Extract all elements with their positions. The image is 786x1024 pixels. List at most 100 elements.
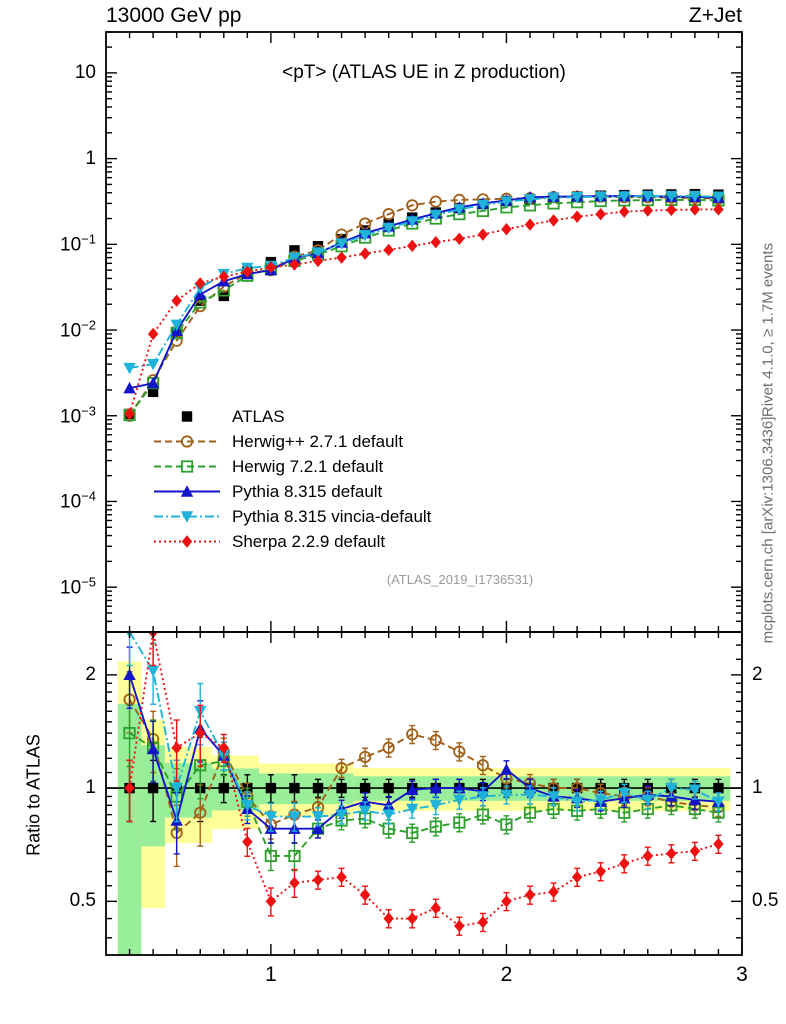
main-y-tick-label: 10−4 xyxy=(60,488,96,514)
legend-item-2[interactable]: Herwig 7.2.1 default xyxy=(150,454,431,479)
data-point xyxy=(358,795,372,807)
main-series-atlas xyxy=(124,188,724,420)
legend-label: ATLAS xyxy=(232,406,285,426)
data-point xyxy=(454,919,465,933)
data-point xyxy=(641,794,654,807)
x-tick-label: 2 xyxy=(500,963,513,986)
data-point xyxy=(194,806,207,819)
data-point xyxy=(383,782,394,794)
data-point xyxy=(429,820,442,833)
data-point xyxy=(712,796,725,808)
x-ticks-632 xyxy=(128,632,743,955)
data-point xyxy=(523,789,537,801)
series-line xyxy=(128,198,719,416)
data-point xyxy=(312,873,324,887)
main-series-sherpa-2-2-9-default xyxy=(124,203,724,421)
data-point xyxy=(382,741,395,754)
data-point xyxy=(382,208,395,221)
data-point xyxy=(570,191,584,204)
data-point xyxy=(383,243,394,257)
data-point xyxy=(713,203,724,216)
main-y-tick-label: 10−3 xyxy=(60,403,96,428)
header-right-label: Z+Jet xyxy=(688,4,742,27)
main-y-ticks xyxy=(106,31,742,633)
legend: ATLAS Herwig++ 2.7.1 default Herwig 7.2.1 … xyxy=(150,404,431,554)
series-line xyxy=(129,732,719,857)
data-point xyxy=(289,876,300,890)
data-point xyxy=(547,791,560,803)
data-point xyxy=(170,782,183,795)
data-point xyxy=(288,849,301,863)
data-point xyxy=(594,794,607,807)
data-point xyxy=(453,781,466,794)
legend-item-4[interactable]: Pythia 8.315 vincia-default xyxy=(150,504,431,529)
ratio-panel-frame xyxy=(105,631,743,956)
legend-item-5[interactable]: Sherpa 2.2.9 default xyxy=(150,529,431,554)
legend-marker xyxy=(181,535,193,548)
data-point xyxy=(359,247,371,260)
data-point xyxy=(241,800,254,812)
legend-item-1[interactable]: Herwig++ 2.7.1 default xyxy=(150,429,431,454)
data-point xyxy=(713,837,724,851)
legend-key-square-icon xyxy=(150,404,224,429)
data-point xyxy=(218,782,229,794)
data-point xyxy=(501,895,512,908)
data-point xyxy=(571,210,583,223)
header-left-label: 13000 GeV pp xyxy=(106,4,242,27)
data-point xyxy=(666,847,677,860)
data-point xyxy=(429,209,442,222)
x-ticks-32 xyxy=(128,32,743,632)
data-point xyxy=(548,885,559,899)
data-point xyxy=(407,239,418,253)
legend-key-circle-open-icon xyxy=(150,429,224,454)
data-point xyxy=(265,782,277,794)
data-point xyxy=(429,195,442,208)
mcplots-credit-label: mcplots.cern.ch [arXiv:1306.3436] xyxy=(759,416,777,644)
legend-item-0[interactable]: ATLAS xyxy=(150,404,431,429)
ratio-y-tick-label-right: 1 xyxy=(752,777,763,799)
data-point xyxy=(430,901,441,915)
data-point xyxy=(713,782,724,794)
data-point xyxy=(665,782,678,795)
data-point xyxy=(123,381,136,394)
data-point xyxy=(523,194,537,206)
data-point xyxy=(288,811,301,823)
legend-marker xyxy=(181,411,193,422)
data-point xyxy=(476,791,490,803)
data-point xyxy=(359,782,371,794)
data-point xyxy=(594,191,607,203)
data-point xyxy=(382,222,395,235)
data-point xyxy=(641,190,654,203)
legend-label: Herwig++ 2.7.1 default xyxy=(232,431,404,451)
legend-key-triangle-up-icon xyxy=(150,479,224,504)
legend-marker xyxy=(180,460,194,473)
data-point xyxy=(429,781,442,794)
data-point xyxy=(429,800,442,812)
data-point xyxy=(123,727,136,740)
ratio-y-tick-label-right: 0.5 xyxy=(752,890,779,912)
legend-key-diamond-icon xyxy=(150,529,224,554)
data-point xyxy=(358,805,372,818)
analysis-id-watermark: (ATLAS_2019_I1736531) xyxy=(386,572,534,587)
data-point xyxy=(359,888,371,902)
legend-label: Sherpa 2.2.9 default xyxy=(232,531,386,551)
data-point xyxy=(406,216,419,228)
data-point xyxy=(477,228,489,241)
data-point xyxy=(642,849,653,863)
data-point xyxy=(147,782,159,794)
series-line xyxy=(128,208,719,415)
data-point xyxy=(265,895,277,908)
ratio-axis-label: Ratio to ATLAS xyxy=(23,734,44,856)
data-point xyxy=(264,849,277,863)
legend-item-3[interactable]: Pythia 8.315 default xyxy=(150,479,431,504)
series-line xyxy=(128,674,719,830)
series-line xyxy=(128,195,719,417)
data-point xyxy=(476,759,489,772)
data-point xyxy=(666,203,677,217)
data-point xyxy=(382,809,395,821)
ratio-y-tick-label-left: 0.5 xyxy=(69,890,96,912)
data-point xyxy=(288,252,301,264)
data-point xyxy=(336,251,347,264)
data-point xyxy=(430,235,441,249)
